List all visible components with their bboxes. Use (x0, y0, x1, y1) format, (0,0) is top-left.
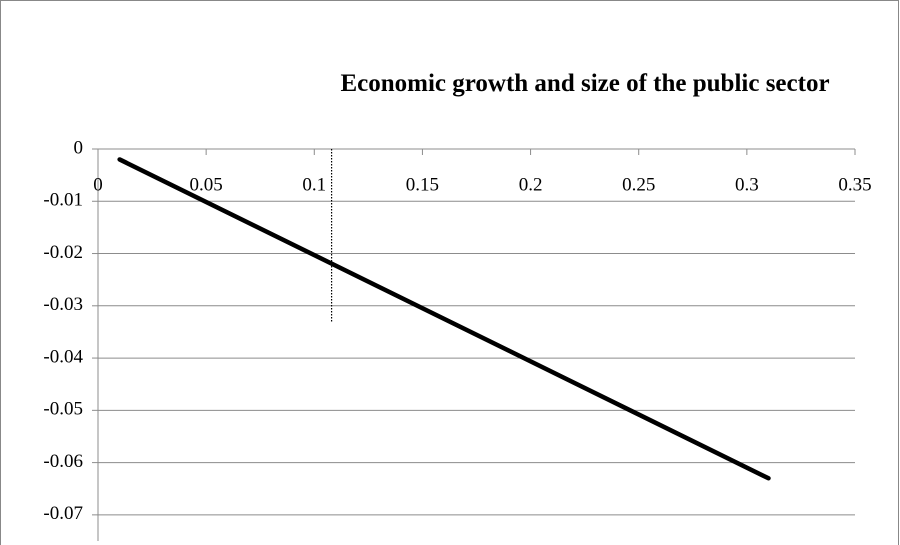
y-tick-label: 0 (74, 137, 84, 158)
chart-title: Economic growth and size of the public s… (340, 70, 830, 97)
x-tick-label: 0.25 (622, 174, 655, 195)
y-tick-label: -0.02 (43, 242, 83, 263)
x-tick-label: 0.3 (735, 174, 759, 195)
y-tick-label: -0.01 (43, 190, 83, 211)
line-series (117, 157, 771, 481)
x-tick-label: 0.05 (190, 174, 223, 195)
y-tick-label: -0.03 (43, 294, 83, 315)
x-tick-label: 0.15 (406, 174, 439, 195)
x-tick-label: 0.2 (519, 174, 543, 195)
y-tick-label: -0.05 (43, 399, 83, 420)
y-tick-label: -0.07 (43, 503, 83, 524)
x-tick-label: 0.35 (838, 174, 871, 195)
x-tick-label: 0 (93, 174, 103, 195)
y-tick-label: -0.06 (43, 451, 83, 472)
x-tick-label: 0.1 (302, 174, 326, 195)
y-tick-label: -0.04 (43, 346, 83, 367)
